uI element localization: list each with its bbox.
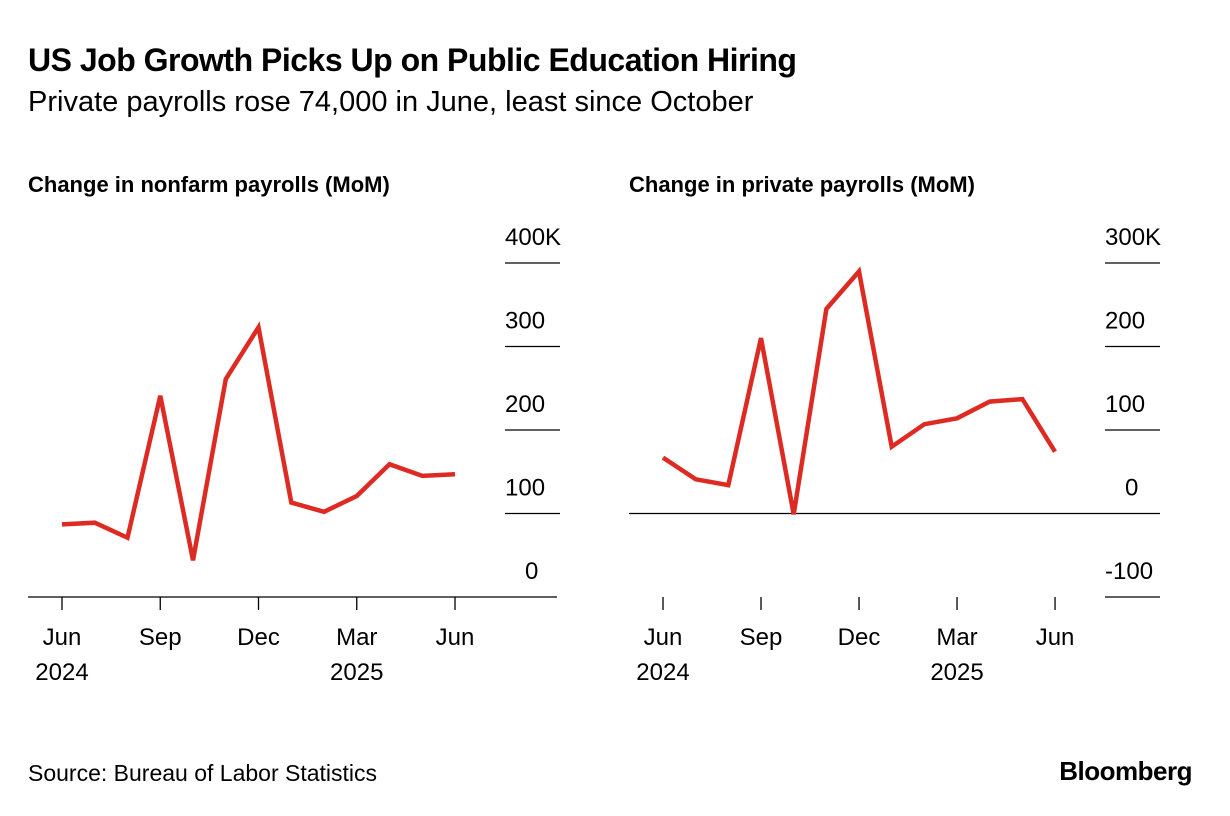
x-tick-year: 2025	[930, 659, 983, 686]
panel-title: Change in private payrolls (MoM)	[629, 172, 975, 197]
y-tick-label: 200	[1105, 308, 1145, 335]
x-tick-year: 2024	[35, 659, 88, 686]
x-tick-label: Jun	[1036, 624, 1075, 651]
y-tick-label: 200	[505, 391, 545, 418]
x-tick-label: Mar	[336, 624, 377, 651]
chart-subtitle: Private payrolls rose 74,000 in June, le…	[28, 86, 754, 118]
x-tick-label: Jun	[43, 624, 82, 651]
y-tick-label: 0	[525, 558, 538, 585]
bloomberg-logo: Bloomberg	[1059, 756, 1192, 786]
x-tick-label: Dec	[237, 624, 280, 651]
y-tick-label: -100	[1105, 558, 1153, 585]
y-tick-label: 400K	[505, 224, 561, 251]
y-tick-label: 300K	[1105, 224, 1161, 251]
source-note: Source: Bureau of Labor Statistics	[28, 760, 378, 786]
chart-title: US Job Growth Picks Up on Public Educati…	[28, 42, 797, 78]
x-tick-label: Jun	[644, 624, 683, 651]
x-tick-label: Sep	[740, 624, 783, 651]
panel-title: Change in nonfarm payrolls (MoM)	[28, 172, 390, 197]
y-tick-label: 100	[1105, 391, 1145, 418]
x-tick-year: 2025	[330, 659, 383, 686]
series-line	[661, 266, 1057, 515]
y-tick-label: 300	[505, 308, 545, 335]
x-tick-label: Jun	[436, 624, 475, 651]
x-tick-label: Mar	[936, 624, 977, 651]
x-tick-year: 2024	[636, 659, 689, 686]
x-tick-label: Sep	[139, 624, 182, 651]
x-tick-label: Dec	[838, 624, 881, 651]
y-tick-label: 100	[505, 475, 545, 502]
series-line	[61, 321, 456, 561]
y-tick-label: 0	[1125, 475, 1138, 502]
